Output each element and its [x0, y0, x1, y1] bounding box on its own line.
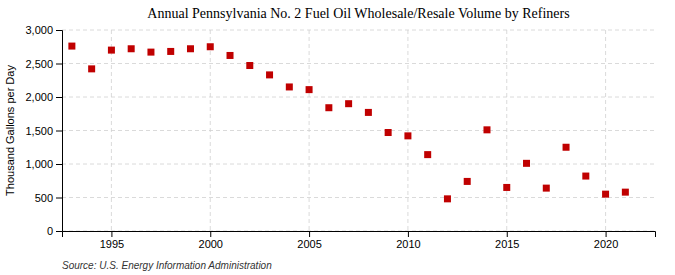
point [424, 151, 431, 158]
y-tick-mark [56, 97, 62, 98]
point [483, 126, 490, 133]
x-tick: 2015 [495, 231, 519, 250]
x-tick: 2005 [297, 231, 321, 250]
point [503, 184, 510, 191]
x-tick-mark [507, 231, 508, 237]
x-grid-line [309, 30, 310, 231]
x-tick: 2010 [396, 231, 420, 250]
title: Annual Pennsylvania No. 2 Fuel Oil Whole… [147, 6, 569, 21]
y-grid-line [62, 197, 655, 198]
point [404, 132, 411, 139]
x-grid-line [605, 30, 606, 231]
y-grid-line [62, 30, 655, 31]
x-grid-line [407, 30, 408, 231]
x-tick-label: 2010 [396, 238, 420, 250]
chart-svg: 1995 2000 2005 2010 2015 2020 0 500 1,000 1,500 2,… [0, 0, 675, 275]
y-tick-mark [56, 198, 62, 199]
point [147, 49, 154, 56]
point [365, 109, 372, 116]
y-tick-label: 1,500 [25, 125, 53, 137]
y-tick: 1,500 [25, 125, 62, 137]
y-tick-mark [56, 64, 62, 65]
point [306, 86, 313, 93]
x-tick-mark [309, 231, 310, 237]
y-tick-mark [56, 30, 62, 31]
point [68, 43, 75, 50]
point [266, 71, 273, 78]
x-tick: 2020 [594, 231, 618, 250]
y-axis-line [56, 31, 63, 232]
point [286, 83, 293, 90]
point [385, 129, 392, 136]
y-tick-label: 3,000 [25, 24, 53, 36]
point [88, 65, 95, 72]
x-tick: 2000 [199, 231, 223, 250]
point [543, 185, 550, 192]
chart-container: 1995 2000 2005 2010 2015 2020 0 500 1,000 1,500 2,… [0, 0, 675, 275]
y-tick: 1,000 [25, 158, 62, 170]
point [227, 52, 234, 59]
point [108, 47, 115, 54]
point [582, 173, 589, 180]
point [444, 195, 451, 202]
y-grid-line [62, 130, 655, 131]
x-tick-mark [210, 231, 211, 237]
y-tick-label: 2,500 [25, 58, 53, 70]
point [187, 45, 194, 52]
x-tick-label: 1995 [100, 238, 124, 250]
y-tick-label: 500 [35, 192, 53, 204]
point [246, 62, 253, 69]
point [167, 48, 174, 55]
y-tick-mark [56, 131, 62, 132]
x-tick-mark [606, 231, 607, 237]
y-tick: 2,000 [25, 91, 62, 103]
x-tick-mark [408, 231, 409, 237]
x-tick-label: 2020 [594, 238, 618, 250]
point [128, 45, 135, 52]
source-note: Source: U.S. Energy Information Administ… [62, 260, 272, 271]
x-tick-mark [111, 231, 112, 237]
point [563, 144, 570, 151]
x-tick-label: 2005 [297, 238, 321, 250]
y-grid-line [62, 97, 655, 98]
y-axis: 0 500 1,000 1,500 2,000 2,500 3,000 [25, 24, 62, 237]
y-tick: 0 [47, 225, 62, 237]
y-axis-label: Thousand Gallons per Day [4, 65, 16, 196]
marks [68, 43, 628, 203]
y-grid-line [62, 164, 655, 165]
y-tick: 500 [35, 192, 62, 204]
y-grid-line [62, 63, 655, 64]
point [602, 191, 609, 198]
y-tick-mark [56, 231, 62, 232]
point [622, 189, 629, 196]
x-grid-line [111, 30, 112, 231]
x-grid-line [210, 30, 211, 231]
point [325, 104, 332, 111]
point [523, 160, 530, 167]
y-tick-label: 2,000 [25, 91, 53, 103]
y-tick-mark [56, 164, 62, 165]
x-tick-label: 2000 [199, 238, 223, 250]
x-tick-label: 2015 [495, 238, 519, 250]
y-tick-label: 1,000 [25, 158, 53, 170]
x-axis-line [63, 232, 656, 238]
y-tick: 3,000 [25, 24, 62, 36]
point [207, 43, 214, 50]
y-tick: 2,500 [25, 58, 62, 70]
x-grid-line [506, 30, 507, 231]
x-tick: 1995 [100, 231, 124, 250]
point [345, 100, 352, 107]
y-tick-label: 0 [47, 225, 53, 237]
grid [62, 30, 655, 231]
point [464, 178, 471, 185]
x-axis: 1995 2000 2005 2010 2015 2020 [63, 231, 656, 250]
plot-area: 1995 2000 2005 2010 2015 2020 0 500 1,000 1,500 2,… [25, 24, 655, 250]
